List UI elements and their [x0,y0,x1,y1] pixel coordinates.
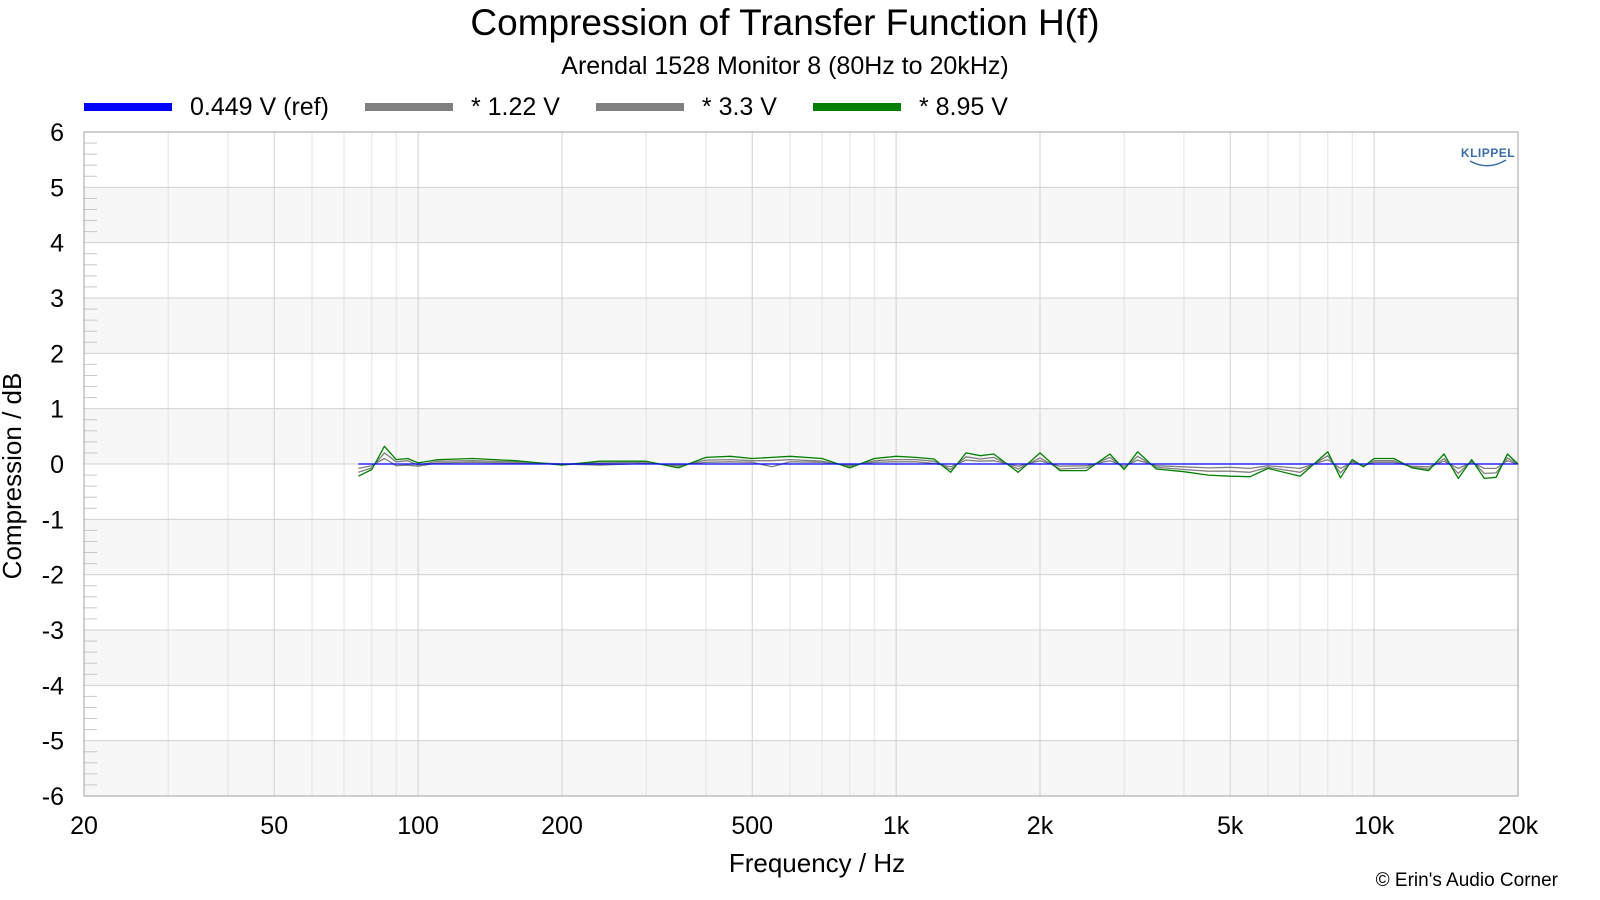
series-layer [358,445,1519,480]
x-tick-label: 20 [70,812,98,840]
y-tick-label: -6 [42,783,64,811]
plot-band [84,740,1518,796]
plot-band [84,630,1518,686]
legend-item: * 8.95 V [812,92,1008,122]
x-tick-label: 2k [1027,812,1054,840]
plot-bands [84,187,1518,796]
legend-item: * 1.22 V [364,92,560,122]
klippel-logo: KLIPPEL [1461,146,1515,167]
legend-label: 0.449 V (ref) [190,92,329,121]
y-tick-label: 4 [50,230,64,258]
legend-label: * 8.95 V [918,92,1008,121]
y-tick-label: 5 [50,174,64,202]
legend-item: * 3.3 V [595,92,777,122]
y-tick-label: 1 [50,396,64,424]
y-tick-label: -4 [42,672,64,700]
plot-band [84,519,1518,575]
y-axis-label: Compression / dB [0,373,27,580]
plot-band [84,408,1518,464]
x-tick-label: 10k [1354,812,1395,840]
y-tick-label: -2 [42,562,64,590]
x-tick-label: 100 [397,812,439,840]
y-tick-label: -5 [42,728,64,756]
y-minor-ticks [84,142,97,786]
legend-swatch [364,103,453,111]
legend-swatch [595,103,684,111]
plot-band [84,298,1518,354]
x-tick-labels: 20 50 100 200 500 1k 2k 5k 10k 20k [70,812,1539,840]
plot-band [84,187,1518,243]
y-tick-label: 6 [50,119,64,147]
x-tick-label: 5k [1217,812,1244,840]
y-tick-label: -1 [42,506,64,534]
x-tick-label: 20k [1498,812,1539,840]
y-tick-label: 3 [50,285,64,313]
y-tick-label: 0 [50,451,64,479]
y-tick-label: -3 [42,617,64,645]
chart-title: Compression of Transfer Function H(f) [470,2,1100,43]
legend: 0.449 V (ref) * 1.22 V * 3.3 V * 8.95 V [84,90,1044,124]
y-tick-labels: 6 5 4 3 2 1 0 -1 -2 -3 -4 -5 -6 [42,119,64,811]
legend-swatch [812,103,901,111]
legend-label: * 3.3 V [701,92,777,121]
x-tick-label: 500 [731,812,773,840]
x-tick-label: 1k [883,812,910,840]
x-tick-label: 50 [260,812,288,840]
legend-swatch [84,103,172,111]
x-axis-label: Frequency / Hz [729,848,905,878]
chart-subtitle: Arendal 1528 Monitor 8 (80Hz to 20kHz) [561,52,1009,80]
klippel-logo-swoosh [1469,159,1507,167]
legend-label: * 1.22 V [470,92,560,121]
copyright-notice: © Erin's Audio Corner [1375,870,1558,891]
y-tick-label: 2 [50,340,64,368]
x-tick-label: 200 [541,812,583,840]
klippel-logo-text: KLIPPEL [1461,146,1515,160]
legend-item: 0.449 V (ref) [84,93,329,122]
